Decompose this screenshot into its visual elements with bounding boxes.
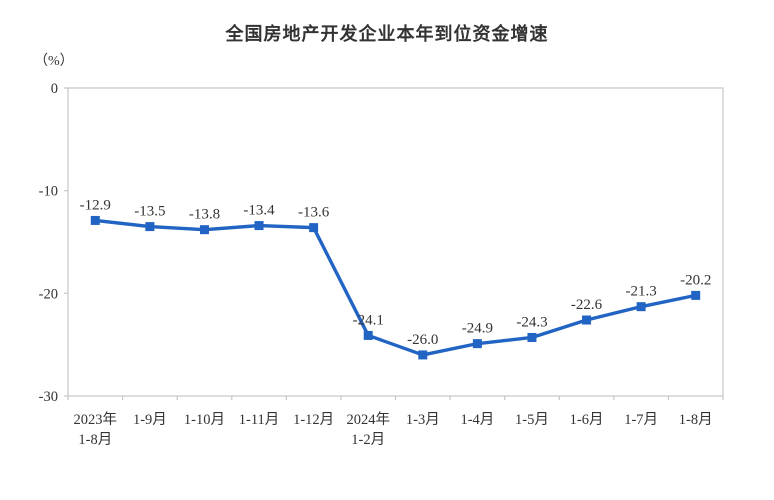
x-axis-label: 1-4月 <box>460 412 494 428</box>
x-axis-label: 1-8月 <box>679 412 713 428</box>
y-axis-tick-label: -20 <box>39 286 58 302</box>
data-point-label: -20.2 <box>680 272 711 288</box>
data-point-label: -22.6 <box>571 297 603 313</box>
data-point-marker <box>199 225 209 235</box>
y-axis-tick-label: -10 <box>39 184 58 200</box>
chart-title: 全国房地产开发企业本年到位资金增速 <box>225 24 549 44</box>
x-axis-label: 1-8月 <box>78 432 112 448</box>
x-axis-label: 1-9月 <box>133 412 167 428</box>
x-axis-label: 1-7月 <box>624 412 658 428</box>
data-point-marker <box>527 332 537 342</box>
data-point-label: -24.1 <box>353 312 384 328</box>
x-axis-label: 1-11月 <box>239 412 280 428</box>
data-point-label: -13.4 <box>243 203 275 219</box>
data-point-marker <box>691 290 701 300</box>
y-axis-tick-label: 0 <box>51 81 58 97</box>
x-axis-label: 2024年 <box>346 411 390 428</box>
data-line <box>93 218 698 357</box>
data-point-label: -21.3 <box>626 284 657 300</box>
data-point-marker <box>254 221 264 231</box>
data-point-label: -13.5 <box>134 204 165 220</box>
data-point-label: -24.3 <box>516 314 547 330</box>
y-axis-tick-label: -30 <box>39 389 58 405</box>
data-point-marker <box>636 302 646 312</box>
plot-area-border <box>67 87 724 397</box>
x-axis-label: 1-2月 <box>351 432 385 448</box>
data-point-label: -24.9 <box>462 321 493 337</box>
x-axis-label: 2023年 <box>74 411 118 428</box>
data-point-marker <box>90 215 100 225</box>
data-point-marker <box>582 315 592 325</box>
data-point-marker <box>472 339 482 349</box>
x-axis-label: 1-12月 <box>293 412 334 428</box>
data-point-marker <box>418 350 428 360</box>
x-axis-label: 1-5月 <box>515 412 549 428</box>
data-point-label: -12.9 <box>80 197 111 213</box>
data-point-marker <box>145 222 155 232</box>
data-point-label: -13.8 <box>189 207 220 223</box>
x-axis-label: 1-3月 <box>406 412 440 428</box>
y-axis-unit-label: （%） <box>34 54 74 69</box>
data-point-marker <box>309 223 319 233</box>
data-point-label: -26.0 <box>407 332 438 348</box>
data-point-label: -13.6 <box>298 205 330 221</box>
data-point-marker <box>363 330 373 340</box>
x-axis-label: 1-10月 <box>184 412 225 428</box>
x-axis-label: 1-6月 <box>570 412 604 428</box>
